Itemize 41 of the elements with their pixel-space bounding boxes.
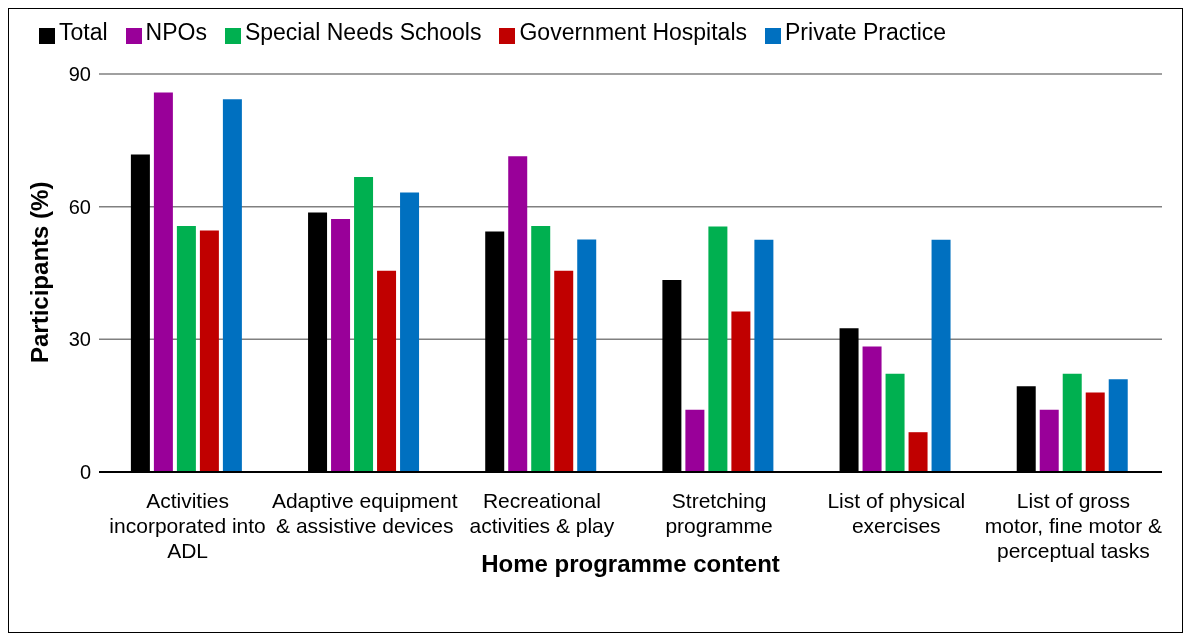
bar bbox=[153, 92, 173, 472]
y-tick-label: 90 bbox=[68, 63, 91, 86]
bar bbox=[1062, 373, 1082, 472]
legend-label: Total bbox=[59, 19, 108, 45]
bar bbox=[400, 192, 420, 472]
legend-label: Private Practice bbox=[785, 19, 947, 45]
x-tick-label: Recreational activities & play bbox=[469, 489, 615, 537]
bar bbox=[531, 226, 551, 472]
bar bbox=[885, 373, 905, 472]
bar bbox=[554, 270, 574, 472]
x-tick-label: Activities incorporated into ADL bbox=[109, 489, 266, 562]
y-tick-label: 30 bbox=[68, 328, 91, 351]
bar bbox=[931, 239, 951, 472]
bar bbox=[222, 99, 242, 472]
x-tick-label: List of physical exercises bbox=[827, 489, 966, 537]
legend-label: NPOs bbox=[145, 19, 207, 45]
bar bbox=[908, 432, 928, 472]
bar bbox=[685, 409, 705, 472]
bar bbox=[708, 226, 728, 472]
legend-label: Special Needs Schools bbox=[244, 19, 482, 45]
bar bbox=[731, 311, 751, 472]
bar bbox=[1108, 379, 1128, 472]
y-tick-label: 60 bbox=[68, 195, 91, 218]
bar bbox=[176, 226, 196, 472]
bar bbox=[754, 239, 774, 472]
bar bbox=[508, 156, 528, 472]
bar bbox=[1039, 409, 1059, 472]
x-tick-label: Stretching programme bbox=[665, 489, 773, 537]
y-axis-title: Participants (%) bbox=[25, 181, 53, 363]
x-axis-title: Home programme content bbox=[481, 550, 780, 577]
bar bbox=[377, 270, 397, 472]
x-tick-label: List of gross motor, fine motor & perceptual tasks bbox=[984, 489, 1163, 562]
y-tick-label: 0 bbox=[79, 461, 91, 484]
bar bbox=[1085, 392, 1105, 472]
bar bbox=[199, 230, 219, 472]
bar bbox=[577, 239, 597, 472]
bar bbox=[354, 177, 374, 472]
bar bbox=[862, 346, 882, 472]
bar bbox=[331, 219, 351, 472]
x-tick-label: Adaptive equipment & assistive devices bbox=[271, 489, 458, 537]
legend-label: Government Hospitals bbox=[519, 19, 748, 45]
